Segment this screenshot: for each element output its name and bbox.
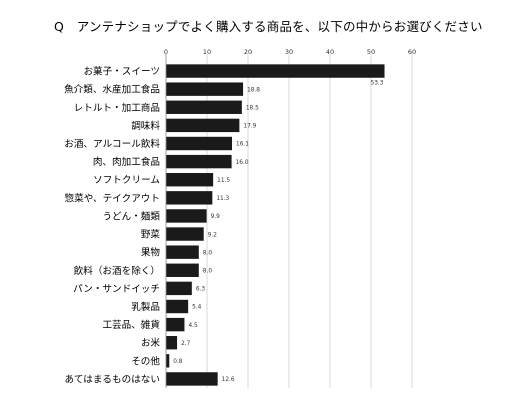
category-label-10: 果物 (141, 247, 161, 259)
data-label-4: 16.1 (236, 142, 249, 148)
data-label-6: 11.5 (217, 178, 230, 184)
data-label-11: 8.0 (203, 268, 213, 274)
data-label-17: 12.6 (222, 377, 235, 383)
data-label-1: 18.8 (247, 87, 260, 93)
category-label-0: お菓子・スイーツ (83, 66, 160, 78)
category-label-16: その他 (131, 355, 160, 367)
bars (166, 64, 385, 386)
data-label-12: 6.3 (196, 287, 206, 293)
bar-15 (166, 336, 178, 350)
bar-2 (166, 100, 242, 114)
x-tick-label-30: 30 (285, 48, 293, 56)
bar-11 (166, 263, 199, 277)
category-label-11: 飲料（お酒を除く） (74, 265, 160, 277)
category-label-17: あてはまるものはない (64, 374, 160, 385)
bar-4 (166, 136, 233, 151)
bar-9 (166, 227, 204, 241)
data-label-13: 5.4 (192, 305, 202, 311)
data-label-0: 53.3 (371, 80, 384, 86)
category-label-1: 魚介類、水産加工食品 (64, 84, 160, 96)
data-label-15: 2.7 (181, 341, 191, 347)
bar-6 (166, 173, 214, 187)
x-tick-label-0: 0 (164, 48, 168, 56)
category-label-14: 工芸品、雑貨 (102, 319, 160, 331)
data-label-8: 9.9 (211, 214, 221, 220)
data-label-5: 16.0 (236, 160, 249, 166)
x-tick-label-40: 40 (326, 48, 334, 56)
bar-5 (166, 154, 232, 169)
bar-3 (166, 118, 240, 133)
data-label-2: 18.5 (246, 105, 259, 111)
bar-13 (166, 299, 189, 314)
x-tick-label-20: 20 (244, 48, 252, 56)
category-label-3: 調味料 (131, 120, 160, 132)
data-label-7: 11.3 (216, 196, 229, 202)
bar-0 (166, 64, 385, 78)
data-label-16: 0.8 (173, 359, 183, 365)
category-label-5: 肉、肉加工食品 (93, 156, 160, 168)
x-tick-label-10: 10 (203, 48, 211, 56)
bar-12 (166, 281, 192, 296)
bar-10 (166, 245, 199, 259)
category-label-12: パン・サンドイッチ (73, 284, 160, 295)
category-label-8: うどん・麺類 (102, 210, 160, 222)
category-label-13: 乳製品 (131, 301, 160, 313)
category-label-4: お酒、アルコール飲料 (64, 138, 160, 150)
data-label-14: 4.5 (188, 323, 198, 329)
bar-1 (166, 82, 244, 96)
chart-title: Q アンテナショップでよく購入する商品を、以下の中からお選びください (54, 19, 483, 34)
data-label-10: 8.0 (203, 250, 213, 256)
bar-14 (166, 317, 185, 332)
data-label-3: 17.9 (243, 124, 256, 130)
category-label-15: お米 (141, 337, 161, 349)
category-label-6: ソフトクリーム (93, 175, 160, 186)
bar-17 (166, 372, 218, 386)
bar-8 (166, 209, 207, 223)
category-labels: お菓子・スイーツ魚介類、水産加工食品レトルト・加工商品調味料お酒、アルコール飲料… (64, 66, 160, 386)
x-tick-label-60: 60 (408, 48, 416, 56)
bar-16 (166, 354, 170, 368)
grid-lines (206, 54, 413, 388)
x-axis-ticks: 0 10 20 30 40 50 60 (164, 48, 416, 56)
category-label-2: レトルト・加工商品 (74, 102, 160, 114)
x-tick-label-50: 50 (367, 48, 375, 56)
value-labels: 53.3 18.8 18.5 17.9 16.1 16.0 11.5 11.3 9.9 9.2 8.… (173, 80, 383, 383)
data-label-9: 9.2 (208, 232, 218, 238)
category-label-7: 惣菜や、テイクアウト (65, 192, 160, 204)
bar-7 (166, 191, 213, 205)
category-label-9: 野菜 (141, 229, 161, 241)
